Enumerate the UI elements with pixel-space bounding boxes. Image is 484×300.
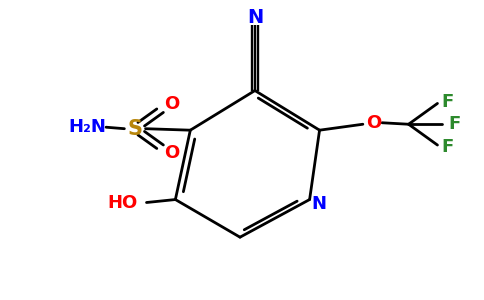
Text: N: N bbox=[312, 195, 327, 213]
Text: HO: HO bbox=[107, 194, 137, 211]
Text: N: N bbox=[247, 8, 263, 27]
Text: S: S bbox=[127, 119, 142, 139]
Text: O: O bbox=[165, 95, 180, 113]
Text: F: F bbox=[441, 93, 453, 111]
Text: O: O bbox=[165, 144, 180, 162]
Text: O: O bbox=[366, 114, 381, 132]
Text: H₂N: H₂N bbox=[68, 118, 106, 136]
Text: F: F bbox=[441, 137, 453, 155]
Text: F: F bbox=[448, 115, 460, 133]
